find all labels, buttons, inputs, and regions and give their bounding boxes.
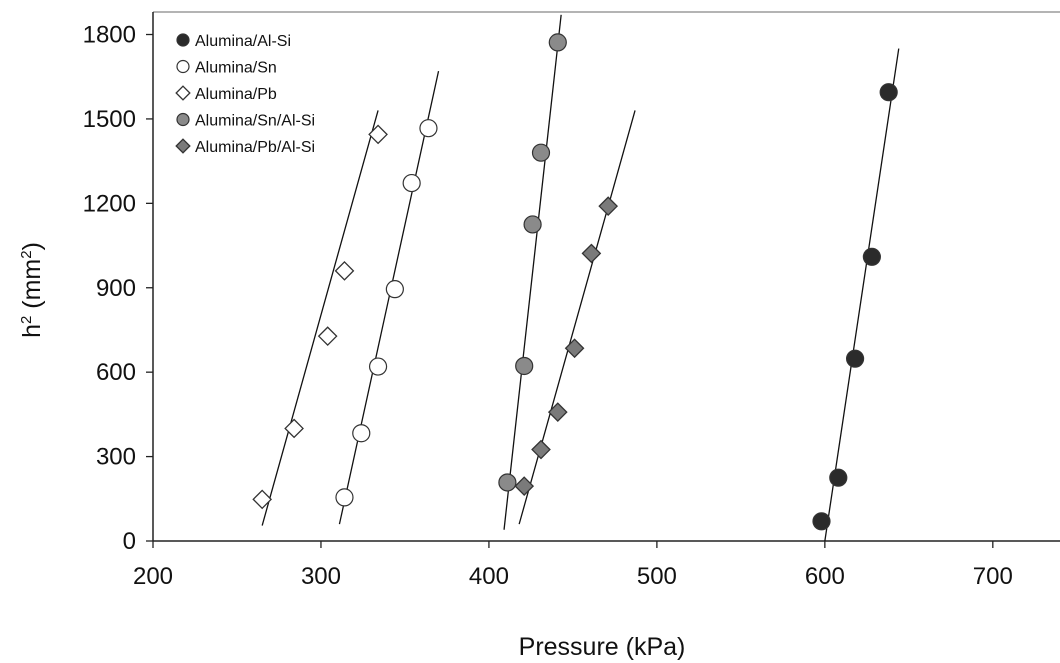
y-axis-title: h2 (mm2) <box>18 242 46 338</box>
y-tick-label: 1500 <box>83 106 136 133</box>
fit-lines <box>261 14 900 542</box>
legend-label-alumina-sn: Alumina/Sn <box>195 60 277 77</box>
y-tick-label: 900 <box>96 275 136 302</box>
legend-marker-alumina-pb-al-si <box>175 138 191 154</box>
point-alumina-pb <box>334 261 355 281</box>
y-axis-title-unit-sup: 2 <box>18 250 35 258</box>
y-axis-title-unit: (mm <box>18 259 46 316</box>
point-alumina-al-si <box>845 349 865 368</box>
legend-label-alumina-al-si: Alumina/Al-Si <box>195 33 291 50</box>
data-points <box>252 33 898 531</box>
legend-marker-alumina-sn-al-si <box>176 112 190 127</box>
point-alumina-al-si <box>862 247 881 266</box>
y-axis-title-base: h <box>18 324 46 338</box>
legend-label-alumina-sn-al-si: Alumina/Sn/Al-Si <box>195 113 315 130</box>
legend-label-alumina-pb-al-si: Alumina/Pb/Al-Si <box>195 139 315 156</box>
legend-marker-alumina-al-si <box>176 33 190 47</box>
point-alumina-pb-al-si <box>598 196 619 216</box>
y-tick-label: 300 <box>96 444 136 471</box>
x-tick-label: 400 <box>469 563 509 590</box>
y-axis-ticks: 0 300 600 900 1200 1500 1800 <box>83 22 153 555</box>
x-tick-label: 300 <box>301 563 341 590</box>
x-axis-title: Pressure (kPa) <box>519 633 686 661</box>
point-alumina-pb-al-si <box>547 402 568 422</box>
point-alumina-pb-al-si <box>564 338 585 359</box>
point-alumina-sn-al-si <box>515 356 534 376</box>
x-tick-label: 600 <box>805 563 845 590</box>
point-alumina-pb-al-si <box>581 243 602 264</box>
fit-line-alumina-pb-al-si <box>518 110 636 525</box>
y-axis-title-close: ) <box>18 242 46 250</box>
point-alumina-pb <box>368 124 388 145</box>
point-alumina-al-si <box>879 83 898 102</box>
point-alumina-pb-al-si <box>514 476 535 496</box>
legend: Alumina/Al-Si Alumina/Sn Alumina/Pb Alumina… <box>175 33 315 156</box>
point-alumina-pb-al-si <box>531 439 551 460</box>
point-alumina-al-si <box>829 468 848 487</box>
point-alumina-pb <box>284 418 304 439</box>
point-alumina-sn <box>402 173 421 193</box>
x-tick-label: 500 <box>637 563 677 590</box>
point-alumina-pb <box>252 489 273 510</box>
y-axis-title-sup: 2 <box>18 316 35 324</box>
fit-line-alumina-sn-al-si <box>503 14 562 530</box>
x-axis-ticks: 200 300 400 500 600 700 <box>133 541 1013 590</box>
point-alumina-sn-al-si <box>523 215 542 234</box>
plot-frame <box>152 11 1060 542</box>
point-alumina-al-si <box>812 512 831 531</box>
point-alumina-sn-al-si <box>548 33 567 52</box>
y-tick-label: 600 <box>96 359 136 386</box>
legend-marker-alumina-sn <box>176 59 190 74</box>
legend-label-alumina-pb: Alumina/Pb <box>195 86 277 103</box>
point-alumina-sn <box>385 280 404 299</box>
fit-line-alumina-pb <box>261 110 379 526</box>
y-tick-label: 0 <box>123 528 136 555</box>
point-alumina-sn-al-si <box>531 143 551 162</box>
y-tick-label: 1200 <box>83 190 136 217</box>
fit-line-alumina-al-si <box>824 48 900 542</box>
point-alumina-sn <box>352 424 371 443</box>
fit-line-alumina-sn <box>338 70 440 525</box>
legend-marker-alumina-pb <box>175 85 191 101</box>
point-alumina-sn-al-si <box>498 473 517 492</box>
point-alumina-sn <box>335 488 354 507</box>
y-tick-label: 1800 <box>83 22 136 49</box>
x-tick-label: 200 <box>133 563 173 590</box>
point-alumina-sn <box>368 357 388 376</box>
point-alumina-sn <box>419 119 438 138</box>
point-alumina-pb <box>317 326 338 346</box>
x-tick-label: 700 <box>973 563 1013 590</box>
